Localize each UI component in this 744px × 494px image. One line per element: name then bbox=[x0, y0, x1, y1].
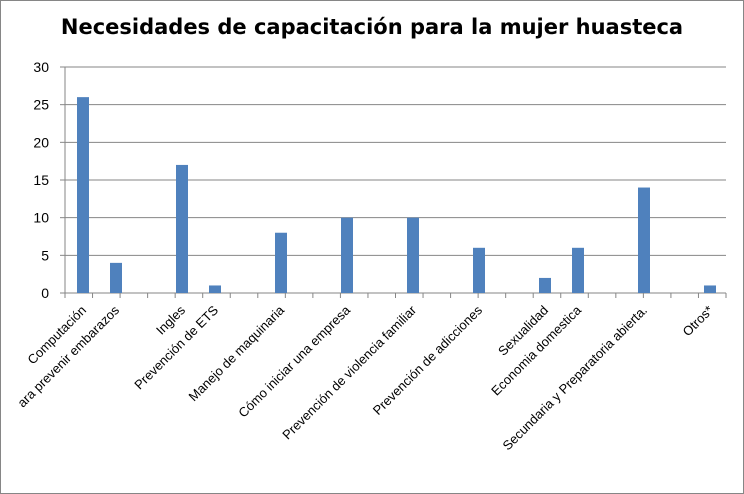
y-tick-label: 25 bbox=[33, 97, 49, 113]
chart-title: Necesidades de capacitación para la muje… bbox=[60, 15, 684, 39]
x-category-label: Prevención de adicciones bbox=[370, 302, 486, 418]
y-tick-label: 5 bbox=[41, 247, 49, 263]
bar bbox=[473, 247, 485, 293]
bar bbox=[341, 217, 353, 293]
y-tick-label: 15 bbox=[33, 172, 49, 188]
bar bbox=[572, 247, 584, 293]
bar bbox=[77, 97, 89, 293]
bar bbox=[176, 164, 188, 293]
bar bbox=[209, 285, 221, 293]
bar bbox=[638, 187, 650, 293]
y-tick-label: 30 bbox=[33, 59, 49, 75]
bar bbox=[704, 285, 716, 293]
x-category-label: Otros* bbox=[679, 303, 716, 340]
x-category-label: Prevención de violencia familiar bbox=[279, 302, 419, 442]
bar bbox=[407, 217, 419, 293]
bar bbox=[110, 262, 122, 293]
y-tick-label: 10 bbox=[33, 210, 49, 226]
y-tick-label: 0 bbox=[41, 285, 49, 301]
x-category-label: Cómo iniciar una empresa bbox=[235, 302, 353, 420]
bar bbox=[539, 277, 551, 293]
y-tick-label: 20 bbox=[33, 134, 49, 150]
bar bbox=[275, 232, 287, 293]
